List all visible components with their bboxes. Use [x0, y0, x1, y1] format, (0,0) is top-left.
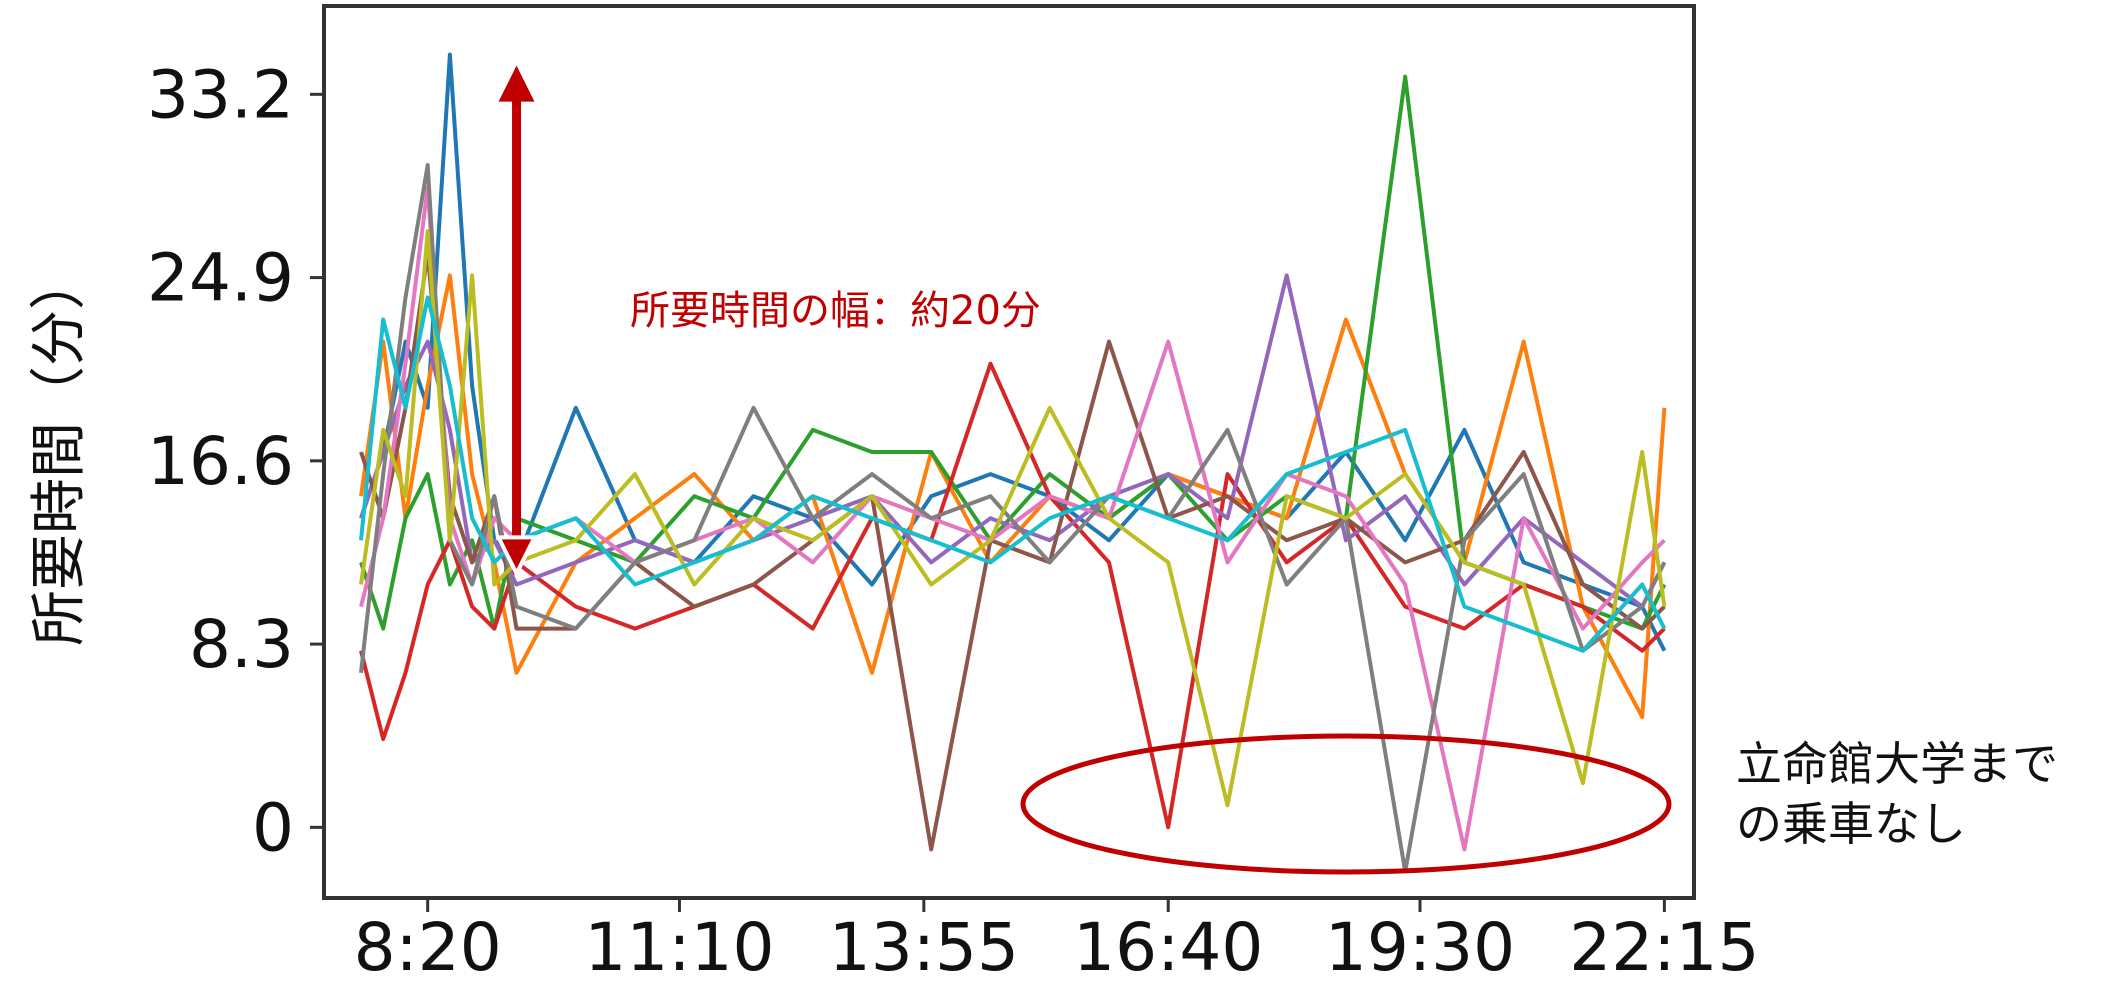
series-line-10 [359, 295, 1667, 653]
x-tick-label-1: 8:20 [354, 909, 502, 986]
y-tick-label-4: 24.9 [147, 240, 294, 317]
no-ride-text-line2: の乗車なし [1736, 797, 1966, 851]
y-tick-label-1: 0 [252, 789, 294, 866]
axis-layer: 8:20 11:10 13:55 16:40 19:30 22:15 0 8.3 16.6 24.… [147, 56, 1759, 986]
x-tick-label-6: 22:15 [1569, 909, 1759, 986]
x-tick-label-4: 16:40 [1073, 909, 1263, 986]
no-ride-text-line1: 立命館大学まで [1736, 737, 2058, 791]
x-tick-label-2: 11:10 [584, 909, 774, 986]
y-tick-label-2: 8.3 [189, 606, 294, 683]
series-line-6 [359, 251, 1666, 852]
x-tick-label-3: 13:55 [829, 909, 1019, 986]
series-line-8 [359, 163, 1667, 874]
range-annotation: 所要時間の幅：約20分 [495, 65, 1041, 578]
range-annotation-text: 所要時間の幅：約20分 [630, 288, 1041, 334]
range-arrow-head-up [498, 65, 535, 102]
no-ride-ellipse [1020, 733, 1672, 875]
series-layer [359, 52, 1667, 874]
range-arrow-head-down [495, 535, 538, 578]
y-tick-label-5: 33.2 [147, 56, 294, 133]
y-axis-label: 所要時間（分） [27, 254, 92, 646]
y-tick-label-3: 16.6 [147, 423, 294, 500]
plot-frame [322, 4, 1696, 900]
x-tick-label-5: 19:30 [1325, 909, 1515, 986]
